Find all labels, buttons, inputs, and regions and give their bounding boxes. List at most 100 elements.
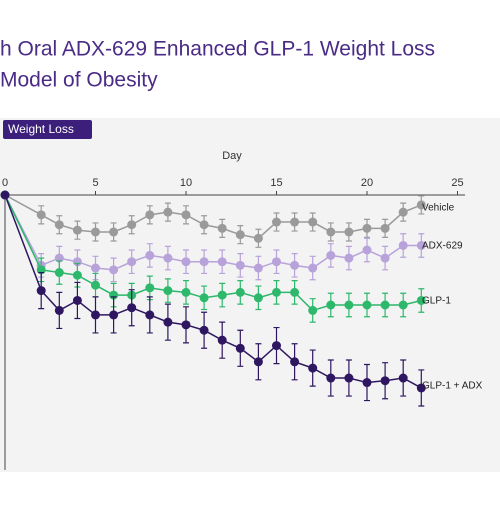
- data-point: [217, 290, 227, 300]
- data-point: [416, 383, 426, 393]
- data-point: [272, 217, 281, 227]
- data-point: [54, 305, 64, 315]
- data-point: [344, 373, 354, 383]
- data-point: [109, 227, 119, 237]
- data-point: [362, 223, 372, 233]
- data-point: [272, 257, 281, 267]
- data-point: [290, 260, 300, 270]
- data-point: [398, 300, 408, 310]
- data-point: [308, 263, 318, 273]
- data-point: [362, 300, 372, 310]
- data-point: [398, 240, 408, 250]
- data-point: [380, 300, 390, 310]
- data-point: [0, 190, 10, 200]
- data-point: [36, 286, 46, 296]
- data-point: [290, 287, 300, 297]
- x-tick-label: 25: [451, 177, 463, 189]
- data-point: [217, 257, 227, 267]
- series-label: Vehicle: [422, 203, 455, 214]
- data-point: [326, 250, 336, 260]
- data-point: [217, 335, 227, 345]
- x-tick-label: 5: [92, 177, 98, 189]
- data-point: [145, 250, 155, 260]
- data-point: [308, 305, 318, 315]
- data-point: [145, 310, 155, 320]
- data-point: [181, 210, 191, 220]
- data-point: [91, 227, 100, 237]
- data-point: [127, 303, 137, 313]
- data-point: [199, 220, 209, 230]
- series-label: GLP-1: [422, 296, 451, 307]
- series-label: GLP-1 + ADX: [422, 381, 483, 392]
- data-point: [416, 200, 426, 210]
- badge-text: Weight Loss: [8, 122, 74, 136]
- title-line: Model of Obesity: [0, 69, 158, 92]
- data-point: [145, 210, 155, 220]
- data-point: [235, 260, 245, 270]
- x-tick-label: 10: [180, 177, 192, 189]
- x-axis-label: Day: [222, 150, 242, 162]
- data-point: [272, 341, 281, 351]
- data-point: [253, 233, 263, 243]
- data-point: [199, 293, 209, 303]
- data-point: [36, 210, 46, 220]
- data-point: [72, 270, 82, 280]
- title-line: h Oral ADX-629 Enhanced GLP-1 Weight Los…: [0, 38, 435, 61]
- data-point: [344, 300, 354, 310]
- data-point: [217, 223, 227, 233]
- x-tick-label: 15: [270, 177, 282, 189]
- data-point: [398, 373, 408, 383]
- data-point: [380, 253, 390, 263]
- data-point: [290, 357, 300, 367]
- data-point: [163, 253, 173, 263]
- x-tick-label: 20: [361, 177, 373, 189]
- series-label: ADX-629: [422, 241, 463, 252]
- data-point: [253, 293, 263, 303]
- data-point: [272, 287, 281, 297]
- data-point: [54, 268, 64, 278]
- data-point: [380, 376, 390, 386]
- data-point: [91, 280, 100, 290]
- data-point: [344, 253, 354, 263]
- data-point: [235, 287, 245, 297]
- data-point: [72, 225, 82, 235]
- data-point: [181, 287, 191, 297]
- data-point: [109, 265, 119, 275]
- data-point: [380, 223, 390, 233]
- data-point: [145, 283, 155, 293]
- data-point: [326, 227, 336, 237]
- data-point: [91, 310, 100, 320]
- data-point: [163, 317, 173, 327]
- data-point: [253, 263, 263, 273]
- data-point: [199, 257, 209, 267]
- data-point: [416, 295, 426, 305]
- data-point: [199, 325, 209, 335]
- data-point: [326, 373, 336, 383]
- data-point: [362, 378, 372, 388]
- data-point: [326, 300, 336, 310]
- data-point: [54, 220, 64, 230]
- data-point: [398, 207, 408, 217]
- data-point: [235, 343, 245, 353]
- data-point: [308, 363, 318, 373]
- data-point: [308, 217, 318, 227]
- data-point: [181, 320, 191, 330]
- data-point: [290, 217, 300, 227]
- data-point: [127, 257, 137, 267]
- badge: [3, 120, 92, 139]
- data-point: [91, 263, 100, 273]
- data-point: [344, 227, 354, 237]
- data-point: [235, 230, 245, 240]
- data-point: [109, 310, 119, 320]
- data-point: [163, 207, 173, 217]
- data-point: [127, 220, 137, 230]
- x-tick-label: 0: [2, 177, 8, 189]
- data-point: [181, 257, 191, 267]
- data-point: [416, 240, 426, 250]
- data-point: [253, 357, 263, 367]
- data-point: [362, 245, 372, 255]
- data-point: [72, 295, 82, 305]
- data-point: [163, 286, 173, 296]
